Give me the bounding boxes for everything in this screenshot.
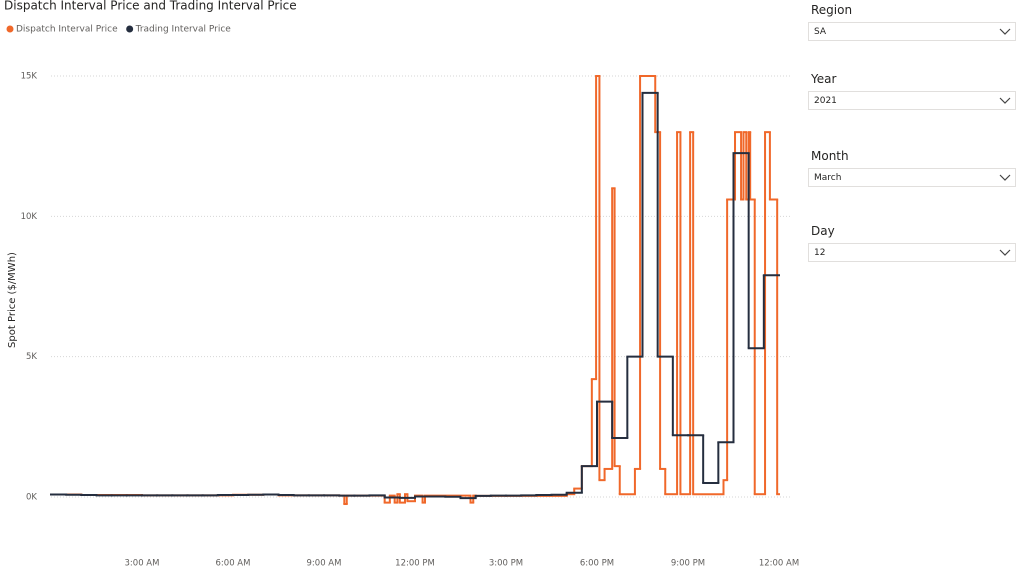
x-tick-label: 3:00 PM (489, 559, 523, 569)
chart-title: Dispatch Interval Price and Trading Inte… (4, 0, 297, 13)
slicer-value: SA (814, 27, 827, 37)
slicer: Region SA (808, 0, 1016, 41)
slicer-value: March (814, 173, 842, 183)
slicer-label: Year (811, 72, 837, 86)
y-tick-label: 15K (21, 72, 38, 82)
x-tick-label: 9:00 PM (671, 559, 705, 569)
legend-label: Trading Interval Price (135, 25, 232, 35)
slicer: Year 2021 (808, 69, 1016, 110)
series-line (50, 91, 780, 500)
slicer-dropdown[interactable]: SA (808, 22, 1016, 41)
slicer-label: Region (811, 3, 853, 17)
chevron (999, 97, 1011, 104)
slicer: Day 12 (808, 221, 1016, 262)
x-tick-label: 9:00 AM (307, 559, 342, 569)
x-tick-label: 3:00 AM (125, 559, 160, 569)
x-tick-label: 12:00 AM (759, 559, 799, 569)
slicer-dropdown[interactable]: March (808, 168, 1016, 187)
chevron (999, 28, 1011, 35)
y-tick-label: 10K (21, 212, 38, 222)
slicer: Month March (808, 146, 1016, 187)
slicer-label: Day (811, 224, 835, 238)
y-tick-label: 5K (26, 352, 37, 362)
legend-label: Dispatch Interval Price (16, 25, 118, 35)
chevron (999, 174, 1011, 181)
x-tick-label: 6:00 PM (580, 559, 614, 569)
legend-marker (126, 25, 134, 33)
y-tick-label: 0K (26, 493, 37, 503)
x-tick-label: 6:00 AM (216, 559, 251, 569)
slicer-value: 2021 (814, 96, 837, 106)
legend-marker (6, 25, 14, 33)
chevron (999, 249, 1011, 256)
series-line (50, 75, 780, 506)
slicer-dropdown[interactable]: 2021 (808, 91, 1016, 110)
slicer-dropdown[interactable]: 12 (808, 243, 1016, 262)
slicer-value: 12 (814, 248, 826, 258)
x-tick-label: 12:00 PM (395, 559, 435, 569)
y-axis-title: Spot Price ($/MWh) (7, 252, 18, 348)
chart: Dispatch Interval Price and Trading Inte… (4, 0, 799, 569)
slicer-label: Month (811, 149, 849, 163)
